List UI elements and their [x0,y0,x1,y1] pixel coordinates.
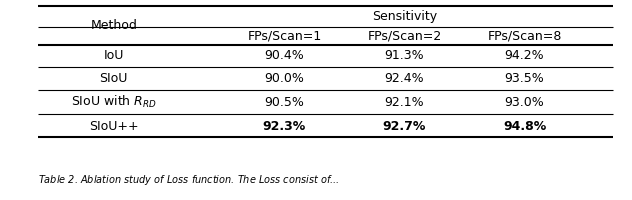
Text: 93.0%: 93.0% [505,96,544,108]
Text: 94.8%: 94.8% [503,119,546,132]
Text: Sensitivity: Sensitivity [372,10,437,23]
Text: SIoU++: SIoU++ [89,119,138,132]
Text: 90.0%: 90.0% [264,72,305,85]
Text: 90.5%: 90.5% [264,96,305,108]
Text: Table 2. Ablation study of $Loss\ function$. The $Loss$ consist of...: Table 2. Ablation study of $Loss\ functi… [38,173,339,187]
Text: 91.3%: 91.3% [385,49,424,62]
Text: 92.4%: 92.4% [385,72,424,85]
Text: FPs/Scan=2: FPs/Scan=2 [367,29,442,43]
Text: FPs/Scan=8: FPs/Scan=8 [487,29,562,43]
Text: 90.4%: 90.4% [265,49,304,62]
Text: FPs/Scan=1: FPs/Scan=1 [247,29,322,43]
Text: 92.7%: 92.7% [383,119,426,132]
Text: 93.5%: 93.5% [505,72,544,85]
Text: Method: Method [90,19,137,32]
Text: 92.3%: 92.3% [263,119,306,132]
Text: 94.2%: 94.2% [505,49,544,62]
Text: 92.1%: 92.1% [385,96,424,108]
Text: SIoU: SIoU [100,72,128,85]
Text: IoU: IoU [104,49,124,62]
Text: SIoU with $R_{RD}$: SIoU with $R_{RD}$ [71,94,157,110]
